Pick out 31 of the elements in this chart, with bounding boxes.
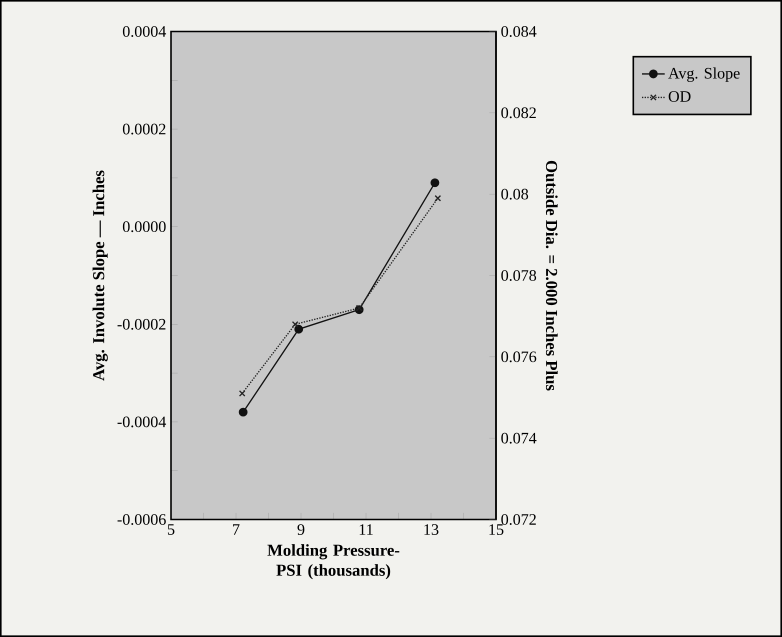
legend-label: Avg. Slope (668, 67, 740, 82)
x-tick-label: 11 (360, 524, 373, 535)
x-axis-title: Molding Pressure-PSI (thousands) (267, 544, 400, 580)
point (292, 320, 298, 328)
y-tick-label: -0.0004 (118, 416, 166, 428)
y2-tick-label: 0.084 (501, 26, 536, 37)
y-tick-label: -0.0002 (118, 318, 166, 330)
y2-axis-title: Outside Dia. = 2.000 Inches Plus (546, 160, 558, 391)
y-tick-label: 0.0004 (122, 26, 166, 37)
y2-tick-label: 0.08 (501, 188, 528, 200)
point (434, 194, 442, 202)
x-tick-label: 13 (424, 524, 438, 535)
point (294, 324, 304, 334)
y-tick-label: -0.0006 (118, 514, 166, 525)
x-tick-label: 5 (168, 524, 174, 535)
y2-tick-label: 0.082 (501, 107, 536, 118)
y2-tick-label: 0.074 (501, 432, 536, 444)
y-tick-label: 0.0002 (122, 124, 166, 135)
y2-tick-label: 0.078 (501, 270, 536, 281)
y2-tick-label: 0.076 (501, 351, 536, 362)
x-tick-label: 15 (489, 524, 504, 535)
y-axis-title: Avg. Involute Slope — Inches (92, 170, 108, 381)
x-tick-label: 9 (298, 524, 304, 535)
x-tick-label: 7 (233, 524, 240, 535)
y2-tick-label: 0.072 (501, 514, 536, 525)
point (430, 178, 440, 188)
point (238, 390, 246, 397)
point (356, 304, 362, 312)
point (238, 408, 248, 417)
y-tick-label: 0.0000 (122, 221, 166, 232)
legend-label: OD (668, 91, 691, 102)
